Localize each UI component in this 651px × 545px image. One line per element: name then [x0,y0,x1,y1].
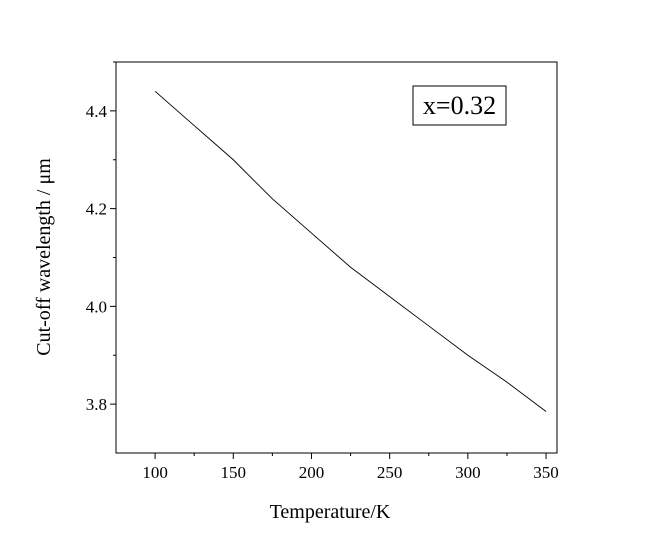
minor-ticks [113,61,508,456]
y-tick-label: 4.4 [86,102,108,121]
x-tick-label: 300 [455,463,481,482]
y-axis-ticks: 3.8 4.0 4.2 4.4 [86,102,116,414]
x-tick-label: 150 [221,463,247,482]
annotation-label: x=0.32 [423,91,496,120]
y-tick-label: 4.2 [86,200,107,219]
x-tick-label: 100 [142,463,168,482]
y-tick-label: 4.0 [86,297,107,316]
x-tick-label: 350 [533,463,559,482]
annotation-box [412,85,507,126]
y-axis-title: Cut-off wavelength / μm [33,158,55,356]
x-tick-label: 200 [299,463,325,482]
x-axis-title: Temperature/K [270,501,391,523]
x-axis-ticks: 100 150 200 250 300 350 [142,453,559,482]
x-tick-label: 250 [377,463,403,482]
y-tick-label: 3.8 [86,395,107,414]
series-line [154,90,547,412]
